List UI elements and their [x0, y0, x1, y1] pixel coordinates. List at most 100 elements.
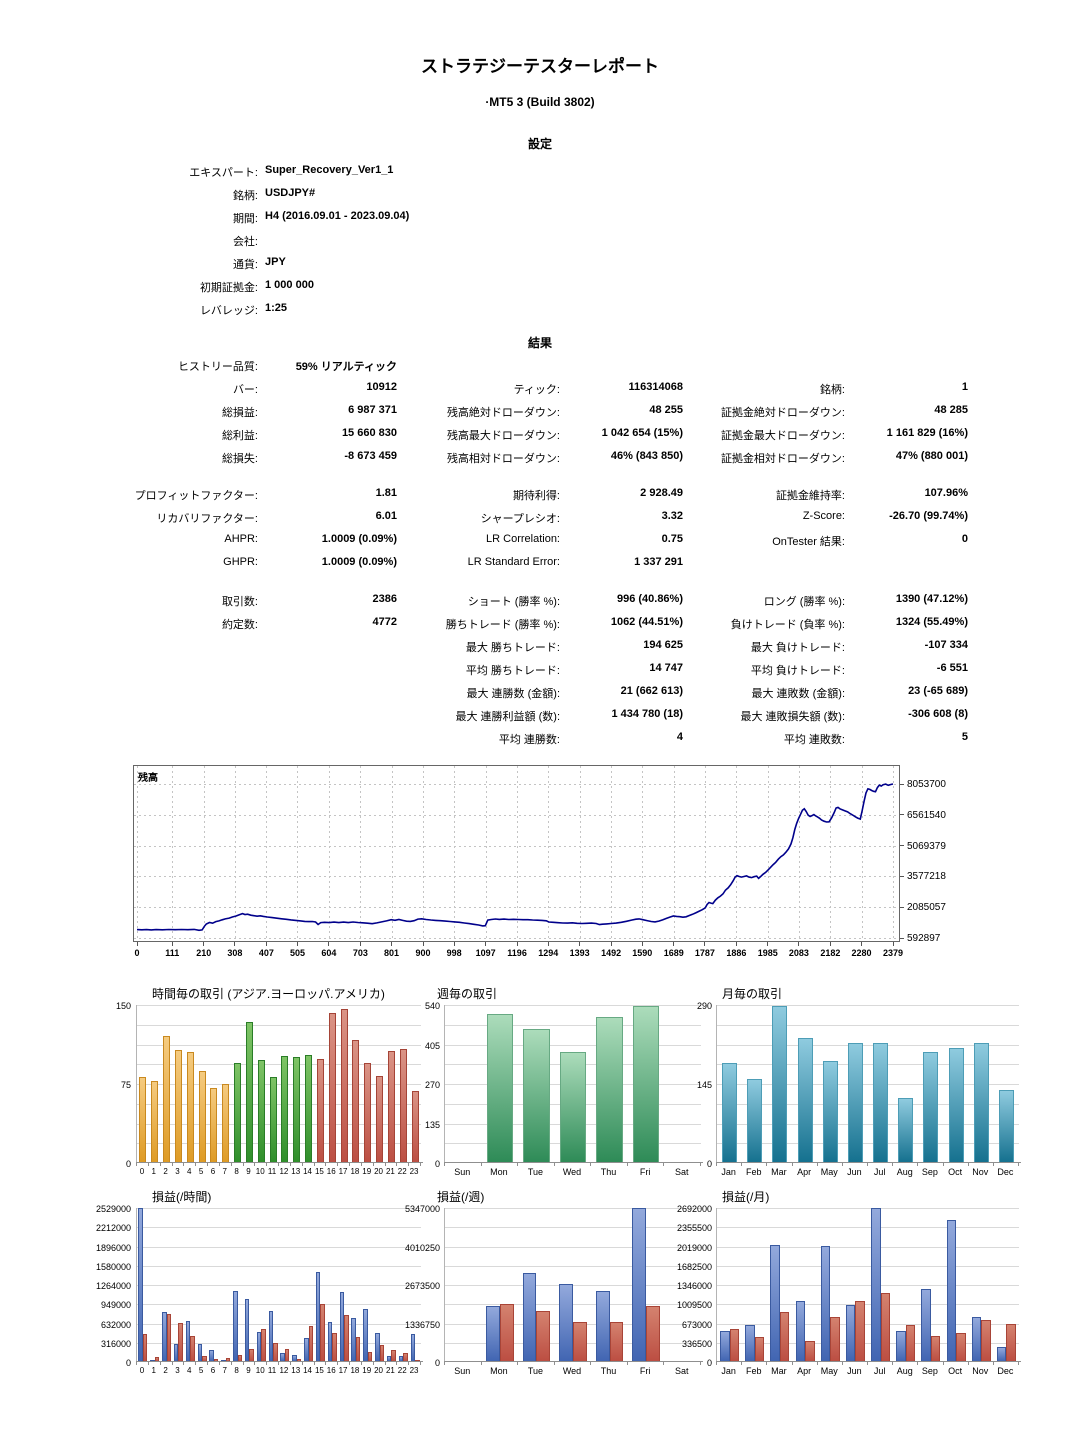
gridline: [445, 1285, 701, 1286]
loss-bar: [754, 1336, 765, 1362]
x-axis-tick: [136, 1362, 137, 1365]
loss-bar: [261, 1328, 266, 1362]
result-label: リカバリファクター:: [156, 513, 258, 525]
chart-plot-area: [716, 1208, 1022, 1362]
x-axis-tick: [547, 942, 549, 946]
result-value: -6 551: [936, 662, 968, 674]
trades-bar: [822, 1061, 838, 1163]
x-axis-tick: [867, 1362, 868, 1365]
loss-bar: [905, 1325, 916, 1362]
hourly-trades-bar-chart: 時間毎の取引 (アジア.ヨーロッパ.アメリカ) 150 75 0 0 1 2 3 4 5 6 7 8 9…: [85, 985, 445, 1190]
x-axis-tick: [766, 1362, 768, 1365]
x-axis-tick: [485, 942, 487, 946]
gridline: [137, 1323, 421, 1325]
x-axis-tick-label: Jul: [873, 1167, 886, 1177]
x-axis-tick-label: Jun: [847, 1366, 862, 1376]
trades-bar: [376, 1075, 384, 1163]
setting-label: エキスパート:: [189, 167, 258, 179]
x-axis-tick: [453, 942, 455, 946]
profit-bar: [896, 1330, 906, 1362]
y-axis-tick-label: 540: [424, 1001, 440, 1011]
x-axis-tick: [408, 1163, 410, 1166]
trades-bar: [281, 1055, 289, 1163]
trades-bar: [186, 1052, 194, 1163]
loss-bar: [646, 1306, 660, 1362]
x-axis-tick: [663, 1163, 665, 1166]
y-axis-tick-label: 0: [706, 1358, 712, 1368]
x-axis-tick-label: 1985: [757, 948, 778, 958]
hourly-profit-chart-title: 損益(/時間): [152, 1190, 212, 1204]
monthly-profit-bar-chart: 損益(/月) 2692000 2355500 2019000 1682500 13460…: [668, 1188, 1028, 1393]
x-axis-tick-label: 6: [210, 1167, 216, 1176]
x-axis-tick: [422, 942, 424, 946]
x-axis-tick-label: 13: [291, 1366, 301, 1375]
x-axis-tick: [967, 1163, 969, 1166]
x-axis-tick: [242, 1362, 244, 1365]
y-axis-tick-label: 0: [706, 1159, 712, 1169]
y-axis-tick-label: 2212000: [95, 1223, 131, 1234]
result-value: 4: [676, 731, 683, 743]
x-axis-tick: [553, 1362, 555, 1365]
result-value: 194 625: [643, 639, 683, 651]
x-axis-tick-label: 2182: [820, 948, 841, 958]
page-subtitle: ·MT5 3 (Build 3802): [485, 95, 595, 109]
x-axis-tick-label: 1393: [569, 948, 590, 958]
x-axis-tick-label: Nov: [972, 1167, 989, 1177]
result-label: LR Standard Error:: [467, 556, 560, 568]
result-value: 6 987 371: [348, 404, 397, 416]
result-value: 0: [961, 533, 968, 545]
x-axis-tick-label: 8: [234, 1366, 239, 1375]
result-value: 1 337 291: [634, 556, 683, 568]
balance-curve: [136, 783, 894, 932]
profit-bar: [745, 1324, 755, 1362]
x-axis-tick: [183, 1163, 185, 1166]
x-axis-tick-label: 3: [175, 1366, 180, 1375]
x-axis-tick: [372, 1362, 374, 1365]
x-axis-tick-label: 998: [446, 948, 462, 958]
result-label: 最大 負けトレード:: [750, 642, 845, 654]
gridline: [717, 1323, 1019, 1325]
y-axis-tick: [900, 845, 904, 847]
x-axis-tick: [278, 1163, 279, 1166]
x-axis-tick: [265, 942, 267, 946]
x-axis-tick-label: 2379: [882, 948, 904, 958]
result-value: 1.0009 (0.09%): [321, 556, 397, 568]
trades-bar: [234, 1062, 242, 1163]
x-axis-tick-label: 505: [289, 948, 305, 958]
x-axis-tick-label: Thu: [600, 1366, 617, 1376]
x-axis-tick-label: Dec: [997, 1167, 1014, 1177]
x-axis-tick-label: 3: [175, 1167, 180, 1176]
result-value: 5: [961, 731, 968, 743]
x-axis-tick-label: Aug: [896, 1167, 913, 1177]
monthly-trades-chart-title: 月毎の取引: [722, 987, 783, 1001]
x-axis-tick: [867, 1163, 868, 1166]
profit-bar: [996, 1346, 1007, 1362]
y-axis-tick: [900, 783, 904, 785]
x-axis-tick-label: 308: [227, 948, 243, 958]
loss-bar: [729, 1328, 740, 1362]
result-label: 証拠金維持率:: [775, 490, 845, 502]
x-axis-tick-label: 2083: [788, 948, 809, 958]
x-axis-tick: [266, 1163, 268, 1166]
x-axis-tick: [716, 1362, 717, 1365]
y-axis-tick-label: 5069379: [907, 840, 946, 852]
loss-bar: [320, 1304, 325, 1362]
gridline: [137, 1044, 421, 1046]
x-axis-tick-label: Mar: [771, 1167, 787, 1177]
result-label: GHPR:: [223, 556, 258, 568]
result-label: プロフィットファクター:: [134, 490, 258, 502]
loss-bar: [284, 1348, 290, 1362]
x-axis-tick-label: 1: [151, 1366, 156, 1375]
profit-bar: [522, 1273, 537, 1362]
x-axis-tick: [590, 1362, 592, 1365]
result-value: 1062 (44.51%): [610, 616, 683, 628]
x-axis-tick: [700, 1163, 701, 1166]
gridline: [137, 1103, 421, 1105]
x-axis-tick-label: 22: [397, 1366, 407, 1375]
x-axis-tick: [203, 942, 205, 946]
profit-bar: [795, 1300, 806, 1362]
x-axis-tick: [171, 1163, 173, 1166]
result-label: OnTester 結果:: [772, 536, 845, 548]
x-axis-tick-label: Mar: [771, 1366, 787, 1376]
